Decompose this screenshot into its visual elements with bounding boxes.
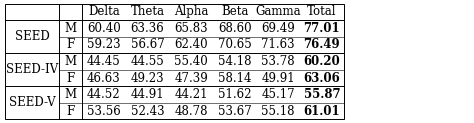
Text: Theta: Theta	[130, 5, 164, 18]
Text: 59.23: 59.23	[87, 38, 120, 52]
Text: 68.60: 68.60	[218, 22, 251, 35]
Text: 55.87: 55.87	[303, 88, 340, 101]
Text: 63.06: 63.06	[303, 71, 340, 85]
Text: 62.40: 62.40	[174, 38, 208, 52]
Bar	[5, 4, 344, 119]
Text: 49.23: 49.23	[131, 71, 164, 85]
Text: 44.45: 44.45	[87, 55, 121, 68]
Text: 55.18: 55.18	[262, 105, 295, 118]
Text: 44.91: 44.91	[131, 88, 164, 101]
Text: 51.62: 51.62	[218, 88, 251, 101]
Text: 44.52: 44.52	[87, 88, 120, 101]
Text: 53.56: 53.56	[87, 105, 121, 118]
Text: 49.91: 49.91	[262, 71, 295, 85]
Text: Gamma: Gamma	[255, 5, 301, 18]
Text: 77.01: 77.01	[303, 22, 340, 35]
Text: M: M	[64, 88, 77, 101]
Text: 71.63: 71.63	[262, 38, 295, 52]
Text: Alpha: Alpha	[174, 5, 208, 18]
Text: M: M	[64, 55, 77, 68]
Text: 45.17: 45.17	[262, 88, 295, 101]
Text: 76.49: 76.49	[303, 38, 340, 52]
Text: 48.78: 48.78	[174, 105, 208, 118]
Text: Delta: Delta	[88, 5, 119, 18]
Text: 54.18: 54.18	[218, 55, 251, 68]
Text: 60.20: 60.20	[303, 55, 340, 68]
Text: F: F	[66, 38, 75, 52]
Text: F: F	[66, 105, 75, 118]
Text: 53.78: 53.78	[262, 55, 295, 68]
Text: F: F	[66, 71, 75, 85]
Text: 58.14: 58.14	[218, 71, 251, 85]
Text: 55.40: 55.40	[174, 55, 208, 68]
Text: M: M	[64, 22, 77, 35]
Text: 44.55: 44.55	[130, 55, 164, 68]
Text: 63.36: 63.36	[130, 22, 164, 35]
Text: Beta: Beta	[221, 5, 248, 18]
Text: 47.39: 47.39	[174, 71, 208, 85]
Text: 56.67: 56.67	[130, 38, 164, 52]
Text: 65.83: 65.83	[174, 22, 208, 35]
Text: 70.65: 70.65	[218, 38, 252, 52]
Text: 60.40: 60.40	[87, 22, 121, 35]
Text: 53.67: 53.67	[218, 105, 252, 118]
Text: SEED-V: SEED-V	[9, 96, 55, 109]
Text: 69.49: 69.49	[261, 22, 295, 35]
Text: 52.43: 52.43	[131, 105, 164, 118]
Text: SEED-IV: SEED-IV	[6, 63, 58, 76]
Text: 46.63: 46.63	[87, 71, 121, 85]
Text: 44.21: 44.21	[174, 88, 208, 101]
Text: Total: Total	[307, 5, 337, 18]
Text: 61.01: 61.01	[303, 105, 340, 118]
Text: SEED: SEED	[15, 30, 49, 43]
